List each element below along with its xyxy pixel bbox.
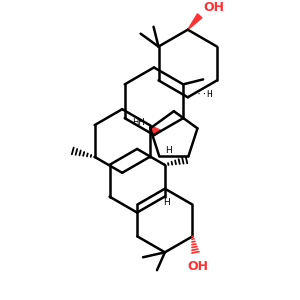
Text: H: H (163, 198, 170, 207)
Text: OH: OH (187, 260, 208, 273)
Text: HH: HH (132, 118, 145, 127)
Text: ···H: ···H (192, 90, 213, 99)
Text: H: H (166, 146, 172, 155)
Polygon shape (188, 14, 202, 30)
Polygon shape (150, 125, 160, 136)
Text: OH: OH (204, 1, 225, 14)
